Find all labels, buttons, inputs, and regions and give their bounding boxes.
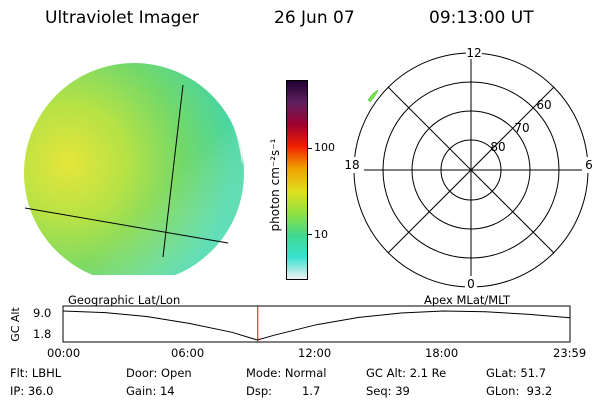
xtick-label-1200: 12:00: [298, 346, 332, 360]
mode-status: Mode: Normal: [246, 366, 327, 380]
glat-status: GLat: 51.7: [486, 366, 547, 380]
xtick-label-1800: 18:00: [425, 346, 459, 360]
lat-label-80: 80: [490, 140, 505, 154]
lat-label-60: 60: [536, 98, 551, 112]
gain-status: Gain: 14: [126, 384, 175, 398]
polar-grid-plot: 12 18 6 0 60 70 80: [340, 45, 596, 290]
xtick-label-0000: 00:00: [47, 346, 81, 360]
lat-label-70: 70: [514, 121, 529, 135]
colorbar-tick-label-100: 100: [314, 141, 335, 154]
colorbar-tick-10: [307, 234, 312, 235]
timeline-ylabel: GC Alt: [8, 307, 22, 342]
geographic-label: Geographic Lat/Lon: [68, 293, 181, 307]
mlt-label-12: 12: [466, 46, 481, 60]
xtick-label-0600: 06:00: [171, 346, 205, 360]
app-title: Ultraviolet Imager: [45, 8, 199, 28]
dsp-label: Dsp:: [246, 384, 273, 398]
dsp-value: 1.7: [302, 384, 321, 398]
glon-status: GLon: 93.2: [486, 384, 553, 398]
colorbar-tick-label-10: 10: [314, 228, 328, 241]
altitude-timeline-chart: [62, 305, 571, 343]
aurora-patch: [367, 89, 379, 103]
colorbar: [286, 80, 308, 280]
latitude-line: [24, 207, 229, 244]
altitude-series-line: [62, 310, 571, 341]
timeline-frame: [62, 305, 571, 343]
mlt-label-6: 6: [585, 158, 593, 172]
filter-status: Flt: LBHL: [10, 366, 62, 380]
gc-alt-status: GC Alt: 2.1 Re: [366, 366, 447, 380]
meridian-line: [162, 84, 184, 258]
mlt-diagonal-2: [387, 86, 555, 254]
apex-label: Apex MLat/MLT: [424, 293, 511, 307]
xtick-label-2359: 23:59: [553, 346, 587, 360]
ytick-label-low: 1.8: [33, 327, 52, 341]
mlt-label-18: 18: [344, 158, 359, 172]
colorbar-gradient: [287, 81, 307, 279]
mlt-label-0: 0: [467, 277, 475, 290]
ip-status: IP: 36.0: [10, 384, 54, 398]
colorbar-label: photon cm⁻²s⁻¹: [268, 138, 282, 232]
date-label: 26 Jun 07: [274, 8, 355, 28]
time-label: 09:13:00 UT: [429, 8, 534, 28]
seq-status: Seq: 39: [366, 384, 410, 398]
colorbar-tick-100: [307, 148, 312, 149]
ytick-label-high: 9.0: [33, 306, 52, 320]
uv-earth-image: [24, 63, 244, 275]
door-status: Door: Open: [126, 366, 192, 380]
